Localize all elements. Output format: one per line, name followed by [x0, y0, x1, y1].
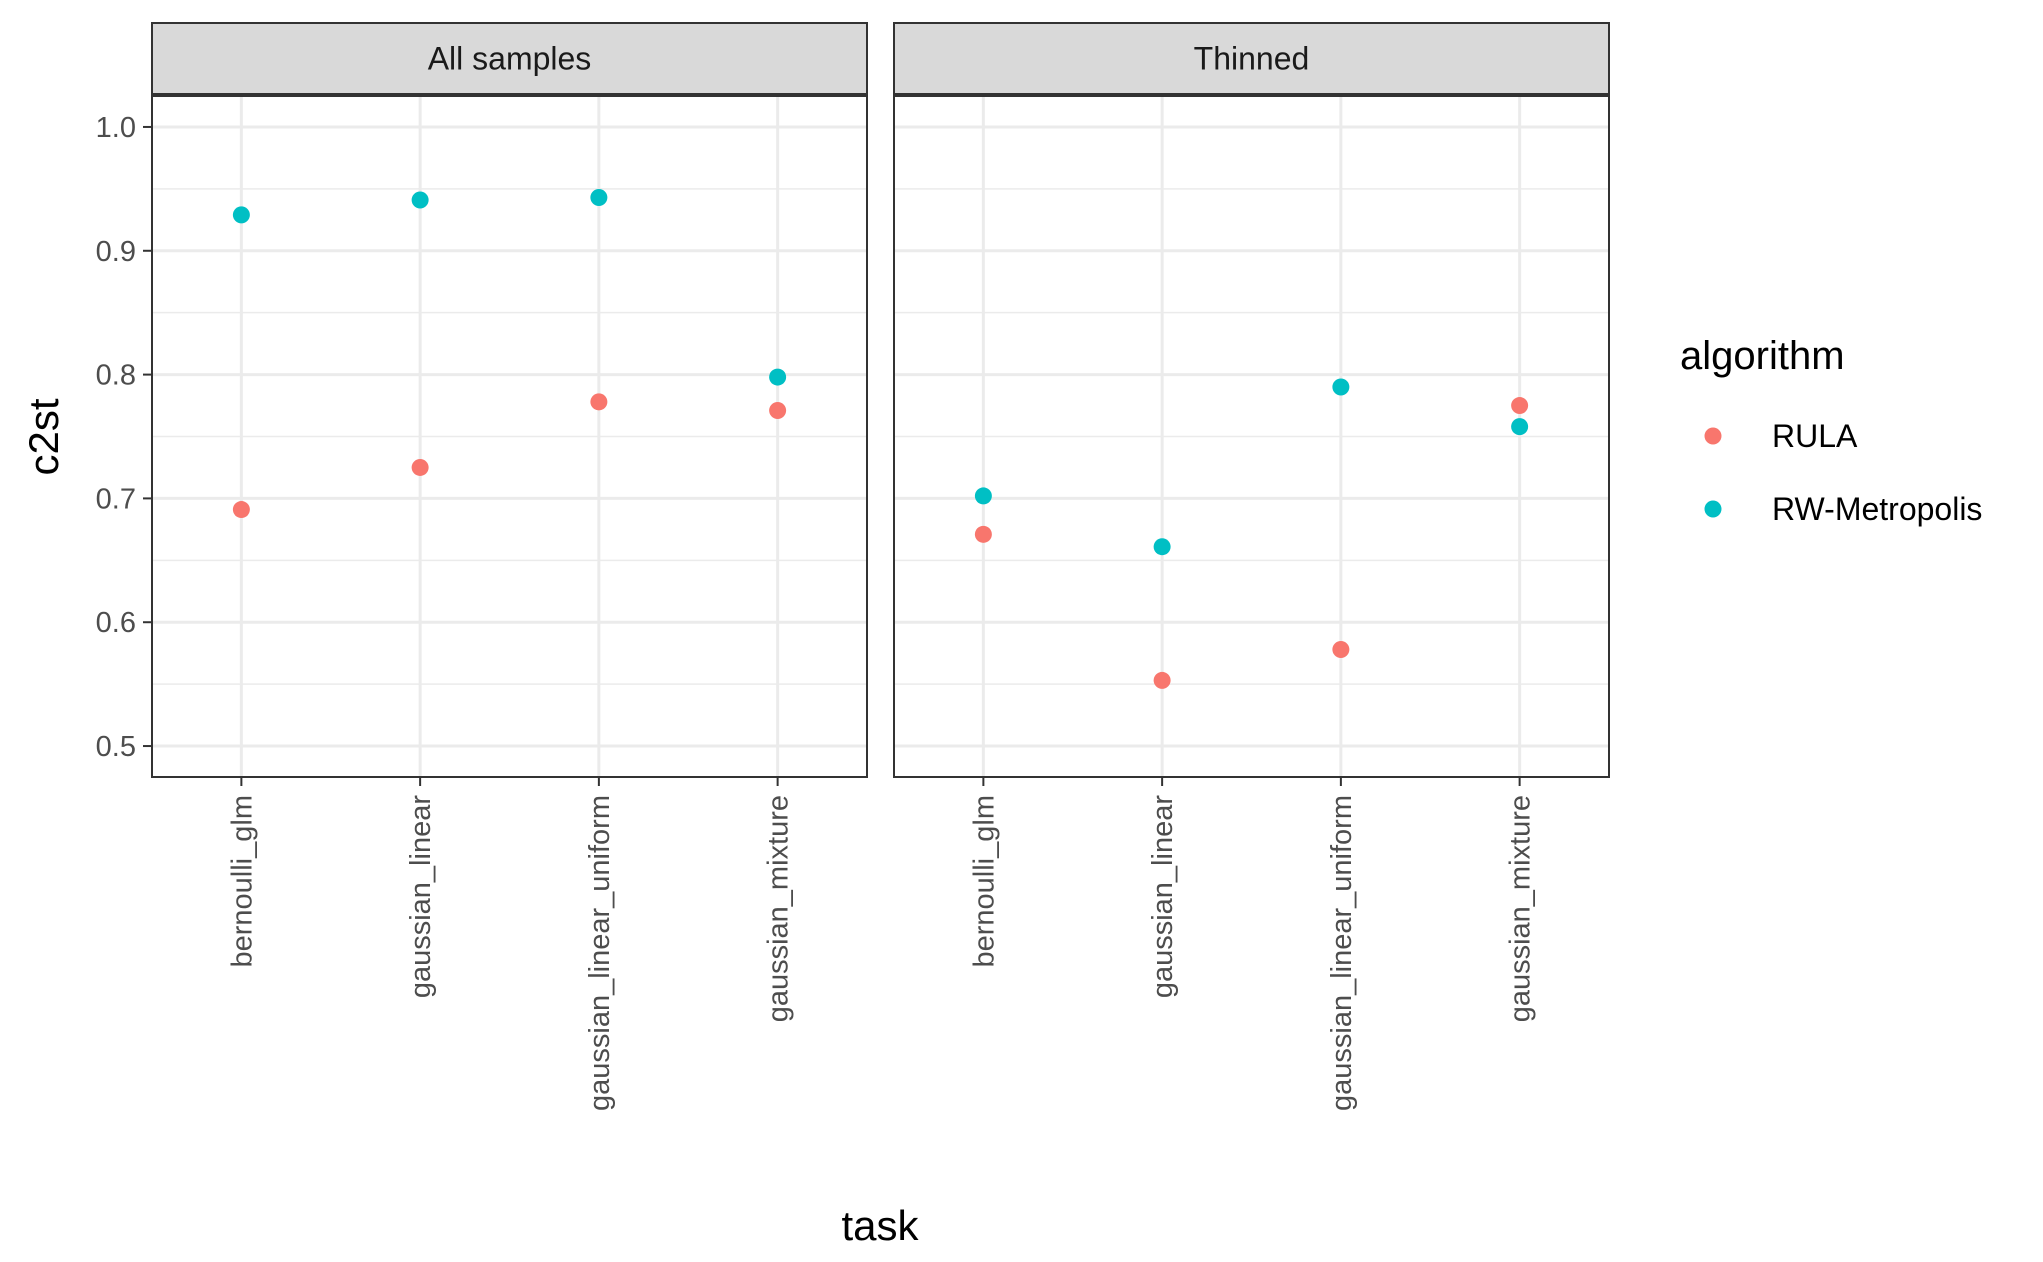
- y-tick-label: 0.5: [96, 731, 136, 763]
- y-axis-title: c2st: [20, 398, 67, 475]
- point-rw-metropolis-gaussian_mixture: [769, 368, 787, 386]
- point-rw-metropolis-bernoulli_glm: [232, 206, 250, 224]
- panel-border: [893, 95, 1610, 778]
- point-rula-gaussian_linear: [1153, 671, 1171, 689]
- strip-background: [893, 22, 1610, 95]
- y-tick-label: 1.0: [96, 112, 136, 144]
- point-rw-metropolis-gaussian_linear_uniform: [1332, 378, 1350, 396]
- y-tick-label: 0.9: [96, 236, 136, 268]
- point-rw-metropolis-gaussian_linear: [1153, 538, 1171, 556]
- legend-key-rula: [1704, 427, 1722, 445]
- x-tick-label: gaussian_mixture: [763, 795, 795, 1022]
- legend: algorithm RULA RW-Metropolis: [1680, 334, 1982, 527]
- legend-label: RW-Metropolis: [1772, 491, 1982, 527]
- x-tick-label: bernoulli_glm: [226, 795, 258, 968]
- point-rw-metropolis-bernoulli_glm: [974, 487, 992, 505]
- x-tick-label: gaussian_linear: [1147, 795, 1179, 998]
- point-rula-gaussian_mixture: [1511, 397, 1529, 415]
- x-tick-label: gaussian_linear_uniform: [584, 795, 616, 1111]
- strip-label: All samples: [428, 41, 592, 77]
- x-tick-label: bernoulli_glm: [968, 795, 1000, 968]
- panel-1: Thinned bernoulli_glm gaussian_linear gauss…: [893, 22, 1610, 1111]
- point-rula-bernoulli_glm: [974, 525, 992, 543]
- legend-label: RULA: [1772, 418, 1858, 454]
- point-rula-gaussian_linear: [411, 458, 429, 476]
- panel-0: All samples bernoulli_glm gaussian_linear g…: [96, 22, 868, 1111]
- strip-background: [151, 22, 868, 95]
- x-tick-label: gaussian_linear: [405, 795, 437, 998]
- panels-layer: All samples bernoulli_glm gaussian_linear g…: [96, 22, 1610, 1111]
- point-rula-gaussian_linear_uniform: [1332, 640, 1350, 658]
- point-rula-gaussian_linear_uniform: [590, 393, 608, 411]
- x-tick-label: gaussian_mixture: [1505, 795, 1537, 1022]
- x-tick-label: gaussian_linear_uniform: [1326, 795, 1358, 1111]
- legend-title: algorithm: [1680, 334, 1845, 378]
- point-rw-metropolis-gaussian_linear_uniform: [590, 189, 608, 207]
- point-rw-metropolis-gaussian_mixture: [1511, 418, 1529, 436]
- panel-border: [151, 95, 868, 778]
- y-tick-label: 0.6: [96, 607, 136, 639]
- point-rula-gaussian_mixture: [769, 401, 787, 419]
- legend-key-rw-metropolis: [1704, 500, 1722, 518]
- point-rw-metropolis-gaussian_linear: [411, 191, 429, 209]
- y-tick-label: 0.7: [96, 483, 136, 515]
- point-rula-bernoulli_glm: [232, 501, 250, 519]
- y-tick-label: 0.8: [96, 360, 136, 392]
- x-axis-title: task: [841, 1202, 919, 1249]
- strip-label: Thinned: [1194, 41, 1310, 77]
